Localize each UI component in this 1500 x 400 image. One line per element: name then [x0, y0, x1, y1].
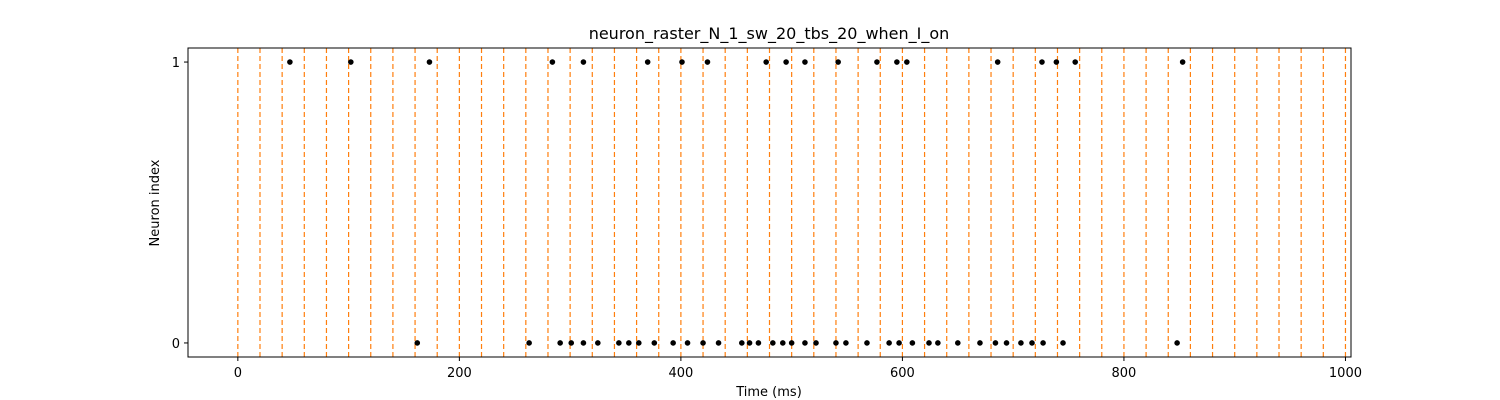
x-tick-label: 200 — [447, 366, 472, 381]
spike-point — [802, 340, 808, 346]
spike-point — [568, 340, 575, 346]
axes-frame — [187, 47, 1352, 358]
plot-area: 0 200 400 600 800 1000 0 1 — [172, 48, 1362, 381]
spike-point — [763, 59, 769, 65]
spike-point — [1018, 340, 1024, 346]
spike-point — [1040, 340, 1046, 346]
spike-point — [755, 340, 762, 346]
spike-point — [704, 59, 711, 65]
spike-point — [580, 340, 587, 346]
spike-point — [833, 340, 839, 346]
spike-point — [954, 340, 961, 346]
spike-point — [746, 340, 753, 346]
spike-point — [802, 59, 808, 65]
spike-point — [1072, 59, 1079, 65]
spike-point — [992, 340, 999, 346]
x-tick-label: 1000 — [1329, 366, 1362, 381]
spike-point — [679, 59, 685, 65]
spike-point — [1179, 59, 1186, 65]
spike-point — [684, 340, 691, 346]
spike-point — [904, 59, 910, 65]
spike-point — [1039, 59, 1045, 65]
x-tick-label: 600 — [890, 366, 915, 381]
spike-point — [770, 340, 776, 346]
spike-point — [426, 59, 433, 65]
spike-point — [414, 340, 421, 346]
spike-point — [636, 340, 642, 346]
spike-point — [739, 340, 745, 346]
y-tick-label: 1 — [172, 56, 180, 71]
spike-point — [779, 340, 786, 346]
x-tick-label: 0 — [234, 366, 242, 381]
spike-point — [843, 340, 849, 346]
spike-point — [348, 59, 354, 65]
spike-point — [644, 59, 651, 65]
spike-point — [1003, 340, 1010, 346]
spike-point — [894, 59, 900, 65]
x-tick-label: 400 — [668, 366, 693, 381]
chart-title: neuron_raster_N_1_sw_20_tbs_20_when_I_on — [589, 24, 950, 44]
spike-point — [909, 340, 916, 346]
spike-point — [896, 340, 902, 346]
spike-point — [977, 340, 983, 346]
spike-point — [935, 340, 941, 346]
spike-point — [783, 59, 789, 65]
spike-point — [595, 340, 601, 346]
spike-point — [557, 340, 563, 346]
spike-point — [886, 340, 892, 346]
spike-point — [715, 340, 722, 346]
spike-point — [1053, 59, 1060, 65]
spike-point — [874, 59, 880, 65]
spike-point — [700, 340, 706, 346]
spike-point — [616, 340, 622, 346]
x-axis-label: Time (ms) — [735, 385, 802, 400]
spike-point — [651, 340, 658, 346]
spike-point — [549, 59, 556, 65]
spike-point — [1029, 340, 1035, 346]
spike-point — [926, 340, 932, 346]
y-axis-label: Neuron index — [148, 159, 163, 246]
spike-point — [287, 59, 293, 65]
spike-point — [580, 59, 587, 65]
spike-point — [813, 340, 819, 346]
spike-point — [994, 59, 1001, 65]
spike-point — [670, 340, 676, 346]
spike-point — [526, 340, 532, 346]
spike-point — [864, 340, 870, 346]
x-tick-label: 800 — [1112, 366, 1137, 381]
spike-point — [1174, 340, 1180, 346]
y-tick-label: 0 — [172, 337, 180, 352]
spike-point — [1060, 340, 1066, 346]
spike-point — [626, 340, 632, 346]
spike-point — [835, 59, 841, 65]
spike-point — [788, 340, 795, 346]
